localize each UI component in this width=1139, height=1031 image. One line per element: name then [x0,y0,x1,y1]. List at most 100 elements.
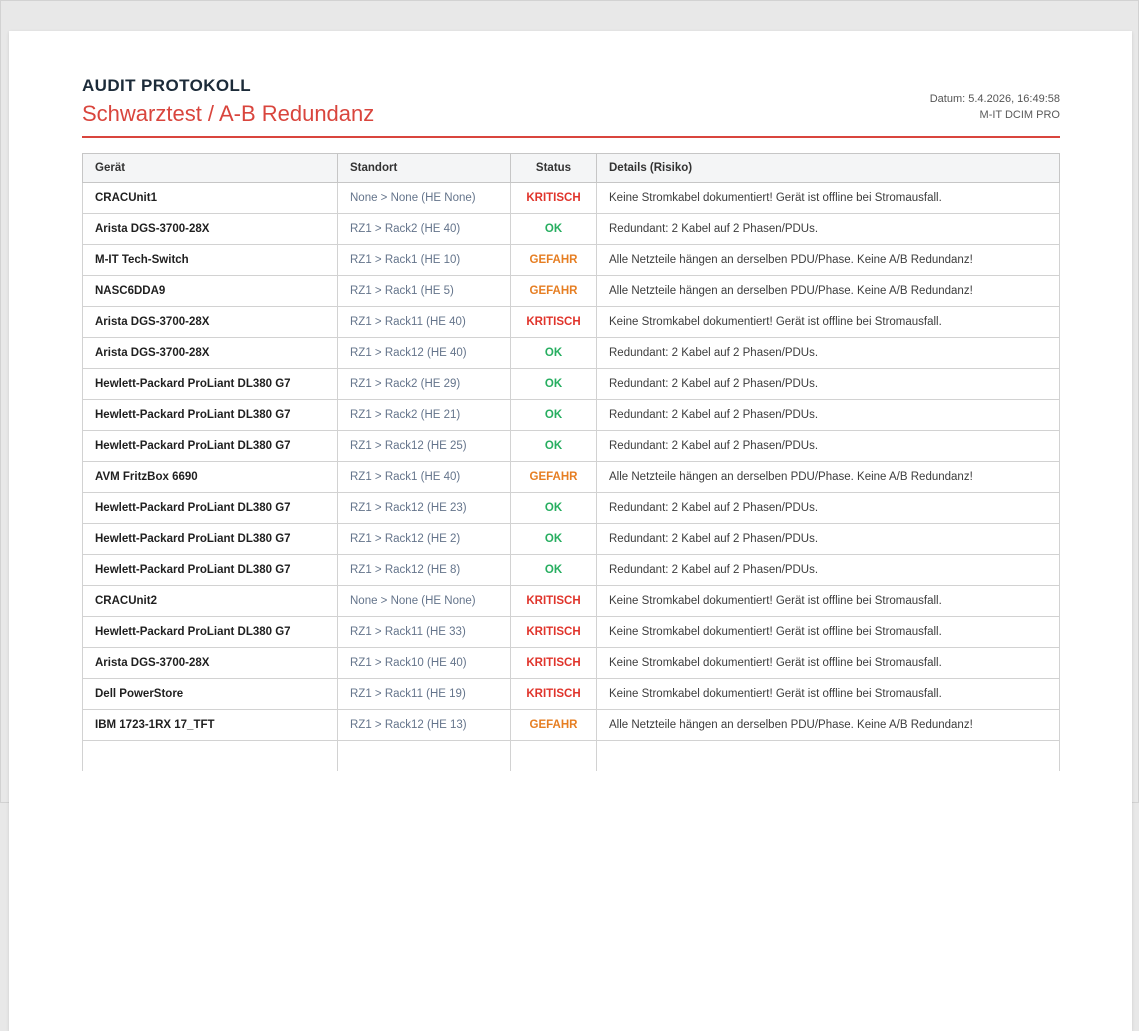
device-cell: Hewlett-Packard ProLiant DL380 G7 [82,430,338,462]
table-row: Hewlett-Packard ProLiant DL380 G7 RZ1 > … [82,430,1060,462]
location-cell [337,740,511,771]
report-header: AUDIT PROTOKOLL Schwarztest / A-B Redund… [9,31,1132,127]
details-cell: Keine Stromkabel dokumentiert! Gerät ist… [596,616,1060,648]
location-cell: RZ1 > Rack11 (HE 19) [337,678,511,710]
device-cell: Arista DGS-3700-28X [82,337,338,369]
details-cell: Alle Netzteile hängen an derselben PDU/P… [596,275,1060,307]
location-cell: RZ1 > Rack12 (HE 23) [337,492,511,524]
table-row: Arista DGS-3700-28X RZ1 > Rack10 (HE 40)… [82,647,1060,679]
status-cell: OK [510,554,597,586]
status-cell: GEFAHR [510,244,597,276]
status-cell [510,740,597,771]
status-cell: GEFAHR [510,275,597,307]
details-cell: Keine Stromkabel dokumentiert! Gerät ist… [596,647,1060,679]
table-row: Arista DGS-3700-28X RZ1 > Rack12 (HE 40)… [82,337,1060,369]
table-row: Arista DGS-3700-28X RZ1 > Rack2 (HE 40) … [82,213,1060,245]
location-cell: RZ1 > Rack12 (HE 40) [337,337,511,369]
status-cell: KRITISCH [510,182,597,214]
table-row: Arista DGS-3700-28X RZ1 > Rack11 (HE 40)… [82,306,1060,338]
status-cell: OK [510,337,597,369]
audit-table: Gerät Standort Status Details (Risiko) C… [82,153,1060,771]
location-cell: RZ1 > Rack12 (HE 2) [337,523,511,555]
status-cell: OK [510,399,597,431]
details-cell: Redundant: 2 Kabel auf 2 Phasen/PDUs. [596,213,1060,245]
col-status: Status [510,153,597,183]
report-header-right: Datum: 5.4.2026, 16:49:58 M-IT DCIM PRO [930,92,1060,127]
table-row: IBM 1723-1RX 17_TFT RZ1 > Rack12 (HE 13)… [82,709,1060,741]
device-cell: Hewlett-Packard ProLiant DL380 G7 [82,492,338,524]
details-cell: Keine Stromkabel dokumentiert! Gerät ist… [596,306,1060,338]
details-cell: Redundant: 2 Kabel auf 2 Phasen/PDUs. [596,430,1060,462]
status-cell: GEFAHR [510,709,597,741]
table-row: CRACUnit1 None > None (HE None) KRITISCH… [82,182,1060,214]
details-cell: Keine Stromkabel dokumentiert! Gerät ist… [596,182,1060,214]
details-cell: Keine Stromkabel dokumentiert! Gerät ist… [596,678,1060,710]
location-cell: RZ1 > Rack11 (HE 40) [337,306,511,338]
status-cell: OK [510,368,597,400]
table-row-partial [82,740,1060,771]
device-cell: NASC6DDA9 [82,275,338,307]
device-cell [82,740,338,771]
location-cell: RZ1 > Rack12 (HE 8) [337,554,511,586]
location-cell: RZ1 > Rack12 (HE 25) [337,430,511,462]
details-cell: Redundant: 2 Kabel auf 2 Phasen/PDUs. [596,554,1060,586]
header-rule [82,136,1060,138]
status-cell: KRITISCH [510,585,597,617]
location-cell: RZ1 > Rack11 (HE 33) [337,616,511,648]
status-cell: OK [510,492,597,524]
device-cell: Hewlett-Packard ProLiant DL380 G7 [82,554,338,586]
device-cell: CRACUnit1 [82,182,338,214]
report-header-left: AUDIT PROTOKOLL Schwarztest / A-B Redund… [82,76,374,127]
location-cell: None > None (HE None) [337,182,511,214]
audit-table-container: Gerät Standort Status Details (Risiko) C… [82,153,1060,771]
location-cell: RZ1 > Rack1 (HE 10) [337,244,511,276]
details-cell: Alle Netzteile hängen an derselben PDU/P… [596,461,1060,493]
table-row: Hewlett-Packard ProLiant DL380 G7 RZ1 > … [82,616,1060,648]
report-subtitle: Schwarztest / A-B Redundanz [82,101,375,126]
details-cell: Keine Stromkabel dokumentiert! Gerät ist… [596,585,1060,617]
location-cell: RZ1 > Rack2 (HE 29) [337,368,511,400]
table-row: AVM FritzBox 6690 RZ1 > Rack1 (HE 40) GE… [82,461,1060,493]
location-cell: RZ1 > Rack1 (HE 5) [337,275,511,307]
status-cell: OK [510,523,597,555]
table-row: Dell PowerStore RZ1 > Rack11 (HE 19) KRI… [82,678,1060,710]
details-cell [596,740,1060,771]
details-cell: Alle Netzteile hängen an derselben PDU/P… [596,244,1060,276]
table-row: CRACUnit2 None > None (HE None) KRITISCH… [82,585,1060,617]
device-cell: M-IT Tech-Switch [82,244,338,276]
status-cell: OK [510,213,597,245]
device-cell: Hewlett-Packard ProLiant DL380 G7 [82,368,338,400]
table-row: Hewlett-Packard ProLiant DL380 G7 RZ1 > … [82,399,1060,431]
status-cell: KRITISCH [510,616,597,648]
details-cell: Redundant: 2 Kabel auf 2 Phasen/PDUs. [596,368,1060,400]
details-cell: Redundant: 2 Kabel auf 2 Phasen/PDUs. [596,523,1060,555]
details-cell: Redundant: 2 Kabel auf 2 Phasen/PDUs. [596,399,1060,431]
table-row: NASC6DDA9 RZ1 > Rack1 (HE 5) GEFAHR Alle… [82,275,1060,307]
status-cell: KRITISCH [510,306,597,338]
location-cell: None > None (HE None) [337,585,511,617]
device-cell: IBM 1723-1RX 17_TFT [82,709,338,741]
report-date: Datum: 5.4.2026, 16:49:58 [929,93,1060,106]
device-cell: Hewlett-Packard ProLiant DL380 G7 [82,616,338,648]
table-body: CRACUnit1 None > None (HE None) KRITISCH… [82,182,1060,771]
location-cell: RZ1 > Rack10 (HE 40) [337,647,511,679]
col-standort: Standort [337,153,511,183]
col-geraet: Gerät [82,153,338,183]
device-cell: Dell PowerStore [82,678,338,710]
table-row: M-IT Tech-Switch RZ1 > Rack1 (HE 10) GEF… [82,244,1060,276]
device-cell: Arista DGS-3700-28X [82,306,338,338]
device-cell: CRACUnit2 [82,585,338,617]
device-cell: Hewlett-Packard ProLiant DL380 G7 [82,523,338,555]
table-row: Hewlett-Packard ProLiant DL380 G7 RZ1 > … [82,368,1060,400]
table-header-row: Gerät Standort Status Details (Risiko) [82,153,1060,183]
location-cell: RZ1 > Rack2 (HE 21) [337,399,511,431]
details-cell: Alle Netzteile hängen an derselben PDU/P… [596,709,1060,741]
device-cell: Arista DGS-3700-28X [82,647,338,679]
table-row: Hewlett-Packard ProLiant DL380 G7 RZ1 > … [82,492,1060,524]
location-cell: RZ1 > Rack12 (HE 13) [337,709,511,741]
table-row: Hewlett-Packard ProLiant DL380 G7 RZ1 > … [82,554,1060,586]
status-cell: GEFAHR [510,461,597,493]
location-cell: RZ1 > Rack1 (HE 40) [337,461,511,493]
report-title: AUDIT PROTOKOLL [82,76,252,95]
